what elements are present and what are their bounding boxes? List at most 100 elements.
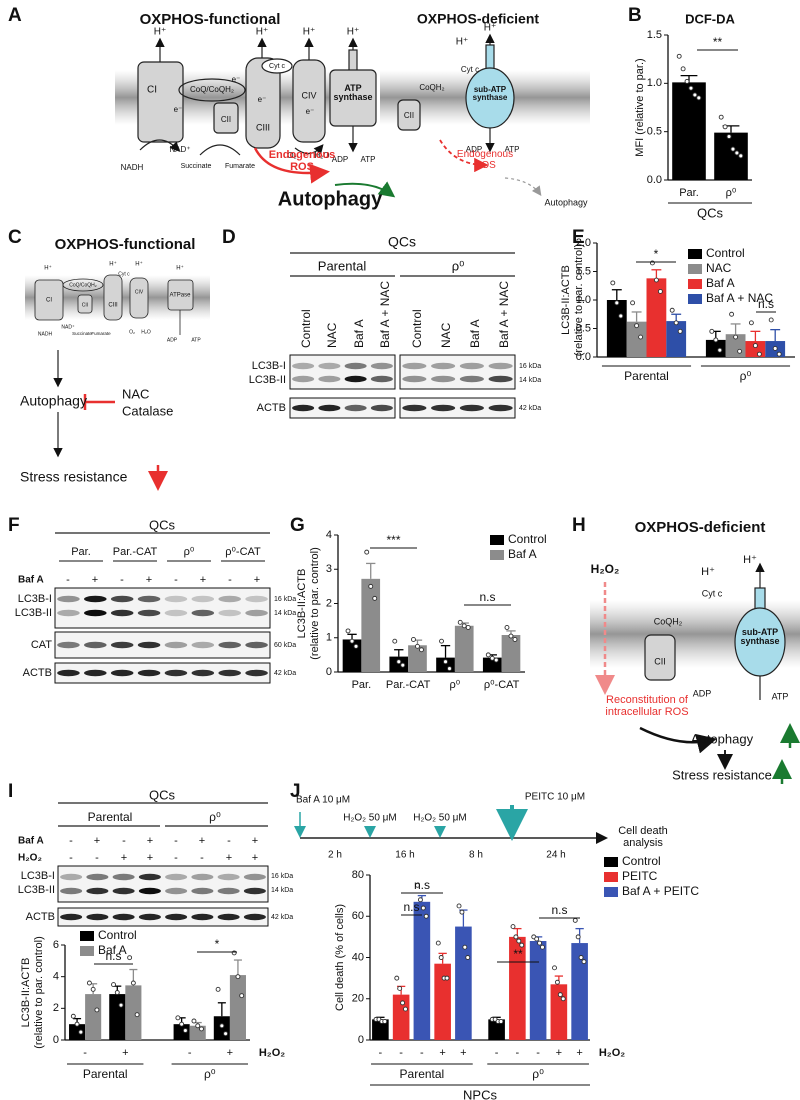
data-point <box>713 337 719 343</box>
bar <box>606 300 627 357</box>
data-point <box>756 351 762 357</box>
lane-label: Baf A <box>352 319 366 348</box>
data-point <box>722 124 728 130</box>
y-tick-label: 0 <box>358 1034 364 1046</box>
y-tick-label: 60 <box>352 910 364 922</box>
error-bar <box>394 649 404 657</box>
data-point <box>692 92 698 98</box>
legend-label: Control <box>98 928 137 942</box>
group-label: Parental <box>83 1067 128 1081</box>
label: H₂O₂ 50 μM <box>343 813 397 824</box>
y-tick-label: 1.5 <box>647 29 662 41</box>
data-point <box>462 944 468 950</box>
x-tick-label: + <box>122 1047 128 1059</box>
label: H₂O <box>141 329 151 335</box>
bar <box>85 994 102 1040</box>
data-point <box>618 313 624 319</box>
label: ADP <box>332 155 348 164</box>
bar <box>501 635 521 672</box>
x-tick-label: - <box>83 1047 87 1059</box>
y-tick-label: 80 <box>352 869 364 881</box>
blot-band <box>191 913 214 921</box>
blot-band <box>57 595 80 603</box>
bar <box>125 985 142 1040</box>
label: O₂ <box>287 151 296 160</box>
legend-label: Control <box>508 532 547 546</box>
error-bar <box>671 313 682 322</box>
bar <box>361 578 381 672</box>
data-point <box>677 328 683 334</box>
label: NAC <box>122 386 149 401</box>
bar <box>392 994 410 1040</box>
legend-swatch <box>688 294 702 304</box>
y-tick-label: 4 <box>326 529 332 541</box>
blot-band <box>165 913 188 921</box>
blot-band <box>110 595 134 603</box>
data-point <box>70 1013 76 1019</box>
label: ATPase <box>170 293 192 299</box>
label: ACTB <box>23 667 52 679</box>
label: + <box>121 852 127 864</box>
data-point <box>364 549 370 555</box>
label: H⁺ <box>256 27 269 38</box>
data-point <box>191 1018 197 1024</box>
significance-label: n.s <box>479 590 495 604</box>
label: + <box>254 574 260 586</box>
lane-label: NAC <box>325 322 339 348</box>
blot-frame <box>57 907 269 927</box>
data-point <box>223 1031 229 1037</box>
data-point <box>752 343 758 349</box>
legend-label: Baf A + PEITC <box>622 884 699 898</box>
data-point <box>461 623 467 629</box>
chart-title: DCF-DA <box>685 11 735 26</box>
blot-band <box>488 375 513 383</box>
label: NAD⁺ <box>61 324 75 330</box>
label-box: Endogenous ROS <box>269 150 336 172</box>
label: Par. <box>71 546 91 558</box>
label: Catalase <box>122 403 173 418</box>
label: CoQ/CoQH₂ <box>190 85 234 94</box>
lane-label: Baf A <box>468 319 482 348</box>
data-point <box>111 982 116 988</box>
bar <box>571 943 588 1040</box>
blot-band <box>217 913 240 921</box>
label: ADP <box>466 145 482 154</box>
blot-band <box>292 404 315 412</box>
label: H⁺ <box>135 261 143 268</box>
data-point <box>512 637 518 642</box>
data-point <box>423 913 429 919</box>
significance-label: n.s <box>414 878 430 892</box>
data-point <box>235 974 241 980</box>
blot-band <box>243 913 266 921</box>
error-bar <box>631 311 642 322</box>
label: ATP <box>361 155 376 164</box>
label: ACTB <box>26 911 55 923</box>
panel-letter: D <box>222 227 236 248</box>
data-point <box>776 351 782 357</box>
y-tick-label: 40 <box>352 951 364 963</box>
label: QCs <box>149 517 176 532</box>
blot-band <box>218 595 241 603</box>
legend-label: NAC <box>706 261 732 275</box>
y-axis-label: MFI (relative to par.) <box>634 58 646 156</box>
bar <box>342 639 362 672</box>
error-bar <box>750 330 761 342</box>
data-point <box>349 638 355 644</box>
label: CII <box>221 115 231 124</box>
x-tick-label: - <box>516 1047 520 1059</box>
error-bar <box>770 328 781 342</box>
data-point <box>195 1023 201 1029</box>
data-point <box>382 1018 388 1024</box>
label: CIV <box>301 90 316 100</box>
label: H⁺ <box>303 27 316 38</box>
label: H₂O₂ 50 μM <box>413 813 467 824</box>
bar <box>408 645 427 672</box>
data-point <box>444 975 450 981</box>
label: + <box>226 852 232 864</box>
blot-band <box>191 609 215 617</box>
label: - <box>174 574 178 586</box>
label: ATP <box>505 145 520 154</box>
panel-letter: J <box>290 781 301 802</box>
blot-band <box>165 873 188 881</box>
